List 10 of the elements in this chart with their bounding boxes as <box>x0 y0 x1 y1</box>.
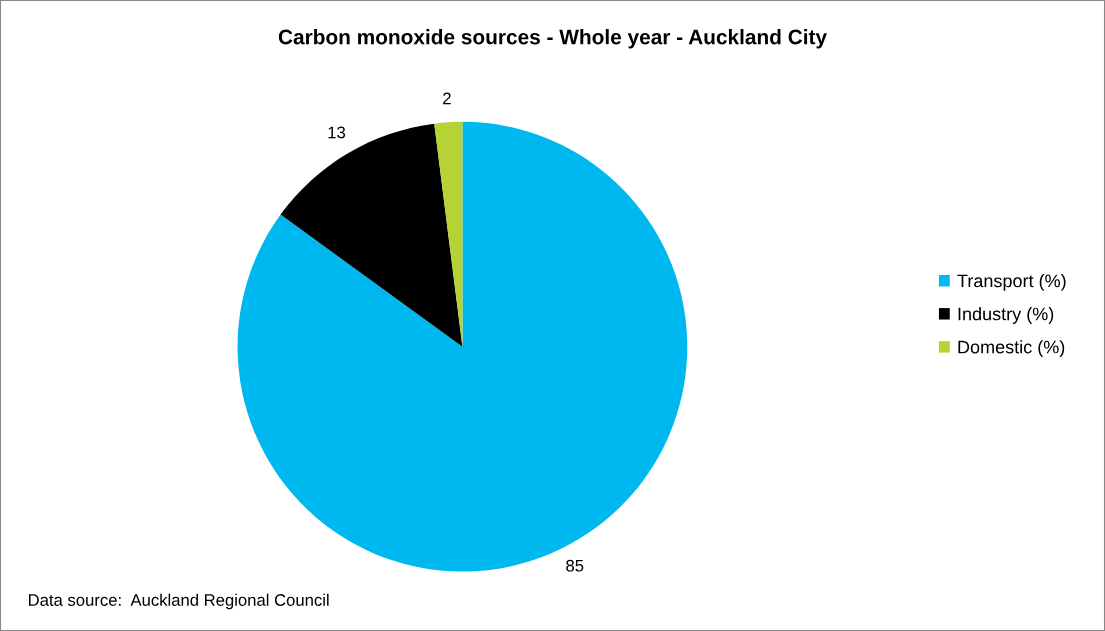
data-label: 2 <box>443 92 451 105</box>
legend-label: Domestic (%) <box>958 340 1065 357</box>
data-label: 85 <box>566 559 584 572</box>
source-note: Data source: Auckland Regional Council <box>28 593 329 610</box>
legend-label: Transport (%) <box>957 274 1066 291</box>
pie-slice <box>237 121 688 572</box>
pie-slice <box>280 123 463 347</box>
legend-label: Industry (%) <box>958 307 1054 324</box>
data-label: 13 <box>328 126 346 139</box>
chart-title: Carbon monoxide sources - Whole year - Auckland City <box>278 29 827 49</box>
